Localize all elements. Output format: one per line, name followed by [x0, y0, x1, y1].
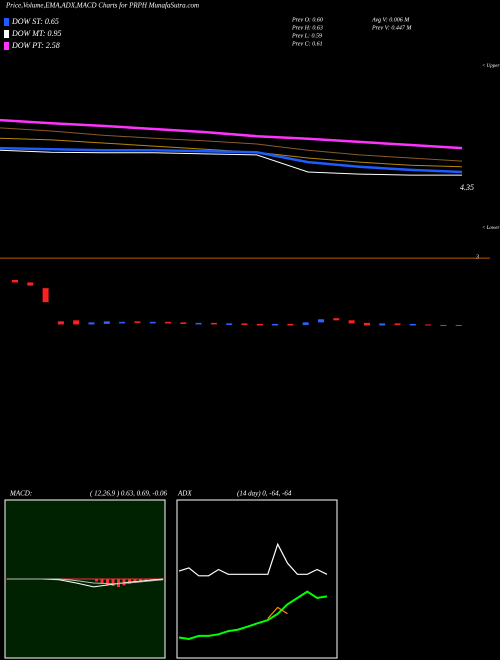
legend-swatch — [4, 42, 9, 50]
legend-label: DOW PT: 2.58 — [11, 41, 60, 50]
candle — [425, 324, 432, 326]
candle — [318, 319, 324, 323]
panel — [176, 499, 338, 659]
candle — [210, 322, 217, 325]
candle — [57, 321, 64, 325]
histogram-bar — [133, 579, 137, 583]
line — [267, 606, 288, 619]
line — [0, 127, 463, 162]
line — [0, 149, 462, 176]
candle — [333, 318, 340, 321]
candle — [134, 321, 141, 323]
stat: Prev H: 0.63 — [291, 25, 323, 31]
lower-label: < Lower — [482, 226, 499, 231]
candle — [348, 320, 355, 324]
candle — [12, 279, 18, 283]
line — [0, 146, 463, 174]
line — [7, 578, 164, 585]
candle — [103, 321, 110, 324]
stat: Avg V: 0.006 M — [371, 17, 410, 23]
candle — [379, 323, 386, 326]
stat: Prev L: 0.59 — [291, 33, 322, 39]
panel-title: ADX — [177, 490, 192, 498]
line — [178, 542, 328, 577]
candle — [256, 323, 263, 326]
candle — [149, 321, 156, 324]
legend-swatch — [4, 30, 9, 38]
histogram-bar — [100, 579, 104, 584]
candle — [272, 323, 279, 326]
line — [0, 118, 463, 150]
candle — [241, 323, 248, 325]
y-tick-label: 4.35 — [460, 183, 474, 192]
candle — [88, 322, 95, 325]
legend-label: DOW ST: 0.65 — [11, 17, 59, 26]
legend-label: DOW MT: 0.95 — [11, 29, 62, 38]
stat: Prev V: 0.447 M — [371, 24, 412, 31]
legend-swatch — [4, 18, 9, 26]
candle — [165, 321, 171, 324]
candle — [180, 322, 187, 324]
histogram-bar — [95, 579, 98, 582]
panel-subtitle: (14 day) 0, -64, -64 — [237, 490, 292, 498]
candle — [195, 322, 202, 325]
candle — [302, 322, 309, 325]
candle — [27, 282, 34, 286]
candle — [119, 321, 126, 324]
stat: Prev C: 0.61 — [291, 41, 323, 47]
candle — [287, 323, 294, 326]
upper-label: < Upper — [482, 64, 499, 69]
candle — [440, 324, 447, 326]
histogram-bar — [128, 579, 131, 584]
stat: Prev O: 0.60 — [291, 17, 323, 23]
panel-subtitle: ( 12,26,9 ) 0.63, 0.69, -0.06 — [90, 490, 167, 498]
page-title: Price,Volume,EMA,ADX,MACD Charts for PRP… — [5, 2, 199, 10]
candle — [409, 323, 416, 326]
panel-title: MACD: — [9, 490, 32, 498]
candle — [73, 320, 80, 325]
candle — [363, 322, 370, 326]
histogram-bar — [106, 579, 109, 586]
reference-label: 3 — [475, 254, 479, 260]
candle — [455, 324, 462, 326]
candle — [42, 288, 49, 303]
histogram-bar — [122, 579, 126, 586]
candle — [226, 323, 233, 325]
candle — [394, 323, 401, 325]
line — [178, 590, 328, 641]
histogram-bar — [111, 579, 115, 587]
